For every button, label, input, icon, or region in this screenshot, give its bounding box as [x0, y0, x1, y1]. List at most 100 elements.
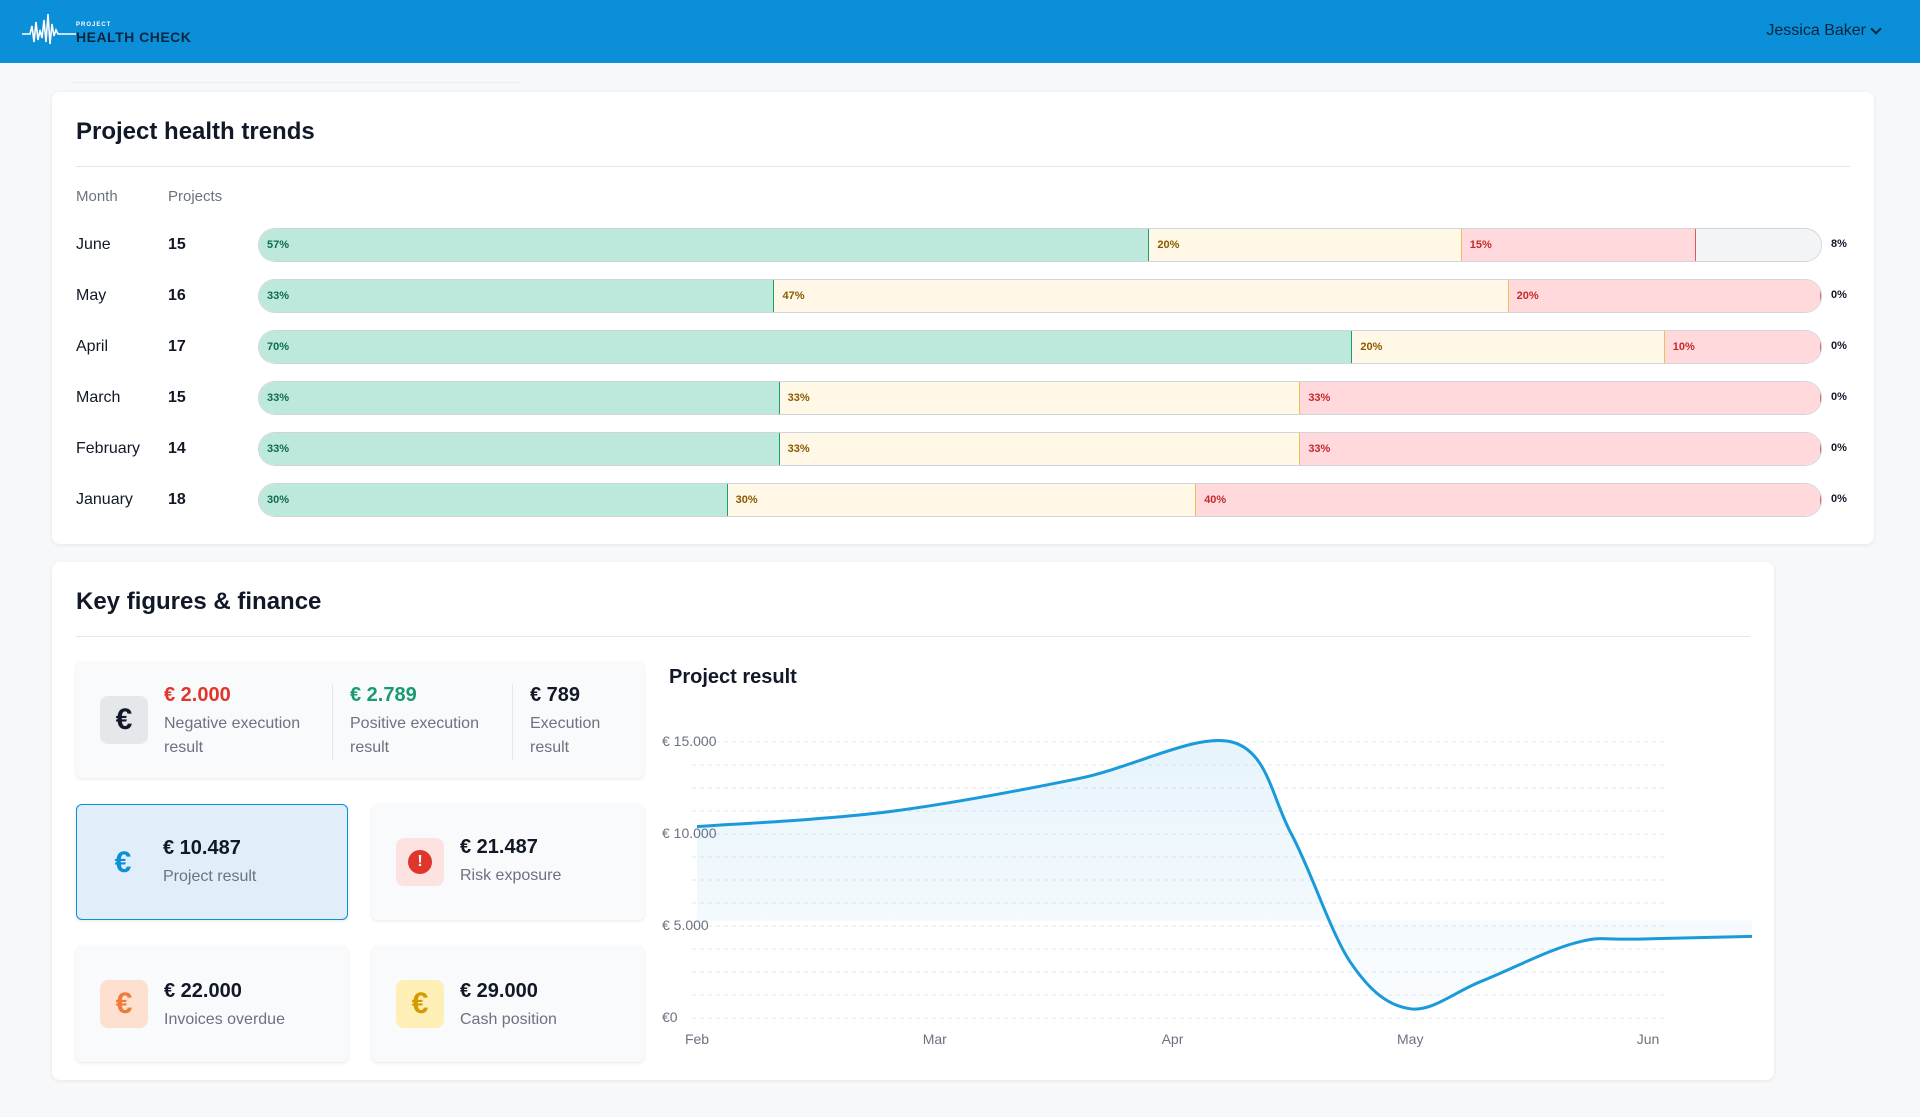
bar-segment-none — [1696, 229, 1821, 261]
project-result-label: Project result — [163, 868, 257, 885]
invoices-overdue-box[interactable]: € € 22.000 Invoices overdue — [76, 946, 348, 1062]
execution-result-label: Execution result — [530, 715, 601, 756]
alert-icon-box: ! — [396, 838, 444, 886]
health-bar[interactable]: 70% 20% 10% — [258, 330, 1822, 364]
top-bar: PROJECT HEALTH CHECK Jessica Baker — [0, 0, 1920, 63]
invoices-overdue-label: Invoices overdue — [164, 1011, 285, 1028]
risk-exposure-label: Risk exposure — [460, 867, 562, 884]
bar-segment-red: 33% — [1300, 382, 1821, 414]
bar-segment-yellow: 20% — [1352, 331, 1665, 363]
bar-segment-yellow: 47% — [774, 280, 1509, 312]
bar-segment-green: 57% — [259, 229, 1150, 261]
unassigned-percentage: 0% — [1831, 391, 1847, 403]
row-month: March — [76, 389, 121, 406]
column-header-projects: Projects — [168, 188, 223, 205]
unassigned-percentage: 0% — [1831, 340, 1847, 352]
bar-segment-green: 30% — [259, 484, 728, 516]
row-projects: 14 — [168, 440, 186, 457]
trend-row: May 16 33% 47% 20% 0% — [52, 277, 1874, 313]
bar-segment-green: 33% — [259, 280, 775, 312]
bar-segment-yellow: 20% — [1149, 229, 1462, 261]
bar-segment-red: 40% — [1196, 484, 1821, 516]
trend-row: March 15 33% 33% 33% 0% — [52, 379, 1874, 415]
logo-small-text: PROJECT — [76, 22, 112, 28]
divider — [76, 166, 1850, 167]
cash-position-box[interactable]: € € 29.000 Cash position — [372, 946, 644, 1062]
app-logo[interactable]: PROJECT HEALTH CHECK — [22, 12, 202, 52]
heartbeat-icon — [22, 13, 76, 45]
user-menu[interactable]: Jessica Baker — [1766, 22, 1882, 40]
unassigned-percentage: 0% — [1831, 442, 1847, 454]
bar-segment-red: 10% — [1664, 331, 1821, 363]
bar-segment-green: 33% — [259, 433, 780, 465]
unassigned-percentage: 0% — [1831, 289, 1847, 301]
euro-icon: € — [100, 696, 148, 744]
y-tick-label: € 5.000 — [662, 917, 709, 933]
row-projects: 15 — [168, 389, 186, 406]
x-tick-label: Jun — [1637, 1031, 1660, 1047]
row-projects: 17 — [168, 338, 186, 355]
health-bar[interactable]: 33% 33% 33% — [258, 381, 1822, 415]
x-tick-label: May — [1397, 1031, 1423, 1047]
logo-title: HEALTH CHECK — [76, 29, 192, 45]
bar-segment-red: 15% — [1461, 229, 1697, 261]
bar-segment-green: 70% — [259, 331, 1353, 363]
bar-segment-yellow: 33% — [779, 382, 1301, 414]
health-bar[interactable]: 33% 33% 33% — [258, 432, 1822, 466]
cash-position-label: Cash position — [460, 1011, 557, 1028]
bar-segment-yellow: 33% — [779, 433, 1301, 465]
euro-icon: € — [114, 846, 132, 879]
y-tick-label: €0 — [662, 1009, 678, 1025]
unassigned-percentage: 8% — [1831, 238, 1847, 250]
execution-result-value: € 789 — [530, 684, 581, 706]
euro-icon: € — [396, 980, 444, 1028]
project-result-box[interactable]: € € 10.487 Project result — [76, 804, 348, 920]
execution-result-box: € € 2.000 Negative execution result € 2.… — [76, 662, 644, 778]
divider — [70, 82, 520, 83]
x-tick-label: Apr — [1162, 1031, 1184, 1047]
key-figures-finance-card: Key figures & finance € € 2.000 Negative… — [52, 562, 1774, 1080]
row-projects: 16 — [168, 287, 186, 304]
trend-row: February 14 33% 33% 33% 0% — [52, 430, 1874, 466]
row-month: June — [76, 236, 111, 253]
bar-segment-red: 33% — [1300, 433, 1821, 465]
health-bar[interactable]: 30% 30% 40% — [258, 483, 1822, 517]
health-bar[interactable]: 33% 47% 20% — [258, 279, 1822, 313]
row-month: February — [76, 440, 141, 457]
trend-row: April 17 70% 20% 10% 0% — [52, 328, 1874, 364]
project-result-value: € 10.487 — [163, 837, 241, 859]
x-tick-label: Mar — [923, 1031, 947, 1047]
column-header-month: Month — [76, 188, 118, 205]
divider — [332, 684, 333, 760]
negative-execution-value: € 2.000 — [164, 684, 231, 706]
user-name: Jessica Baker — [1766, 22, 1866, 39]
series-line — [696, 739, 1752, 1011]
trend-row: June 15 57% 20% 15% 8% — [52, 226, 1874, 262]
series-area — [697, 740, 1752, 1010]
bar-segment-red: 20% — [1508, 280, 1821, 312]
divider — [76, 636, 1750, 637]
row-projects: 18 — [168, 491, 186, 508]
project-health-trends-card: Project health trends Month Projects Jun… — [52, 92, 1874, 544]
card-title: Project health trends — [76, 118, 315, 145]
risk-exposure-value: € 21.487 — [460, 836, 538, 858]
row-month: January — [76, 491, 133, 508]
invoices-overdue-value: € 22.000 — [164, 980, 242, 1002]
alert-icon: ! — [408, 850, 432, 874]
row-month: May — [76, 287, 107, 304]
bar-segment-yellow: 30% — [727, 484, 1197, 516]
trend-row: January 18 30% 30% 40% 0% — [52, 481, 1874, 517]
health-bar[interactable]: 57% 20% 15% — [258, 228, 1822, 262]
cash-position-value: € 29.000 — [460, 980, 538, 1002]
risk-exposure-box[interactable]: ! € 21.487 Risk exposure — [372, 804, 644, 920]
row-projects: 15 — [168, 236, 186, 253]
row-month: April — [76, 338, 109, 355]
negative-execution-label: Negative execution result — [164, 715, 301, 756]
unassigned-percentage: 0% — [1831, 493, 1847, 505]
chevron-down-icon — [1870, 23, 1882, 35]
card-title: Key figures & finance — [76, 588, 322, 615]
euro-icon: € — [100, 980, 148, 1028]
positive-execution-value: € 2.789 — [350, 684, 417, 706]
positive-execution-label: Positive execution result — [350, 715, 479, 756]
